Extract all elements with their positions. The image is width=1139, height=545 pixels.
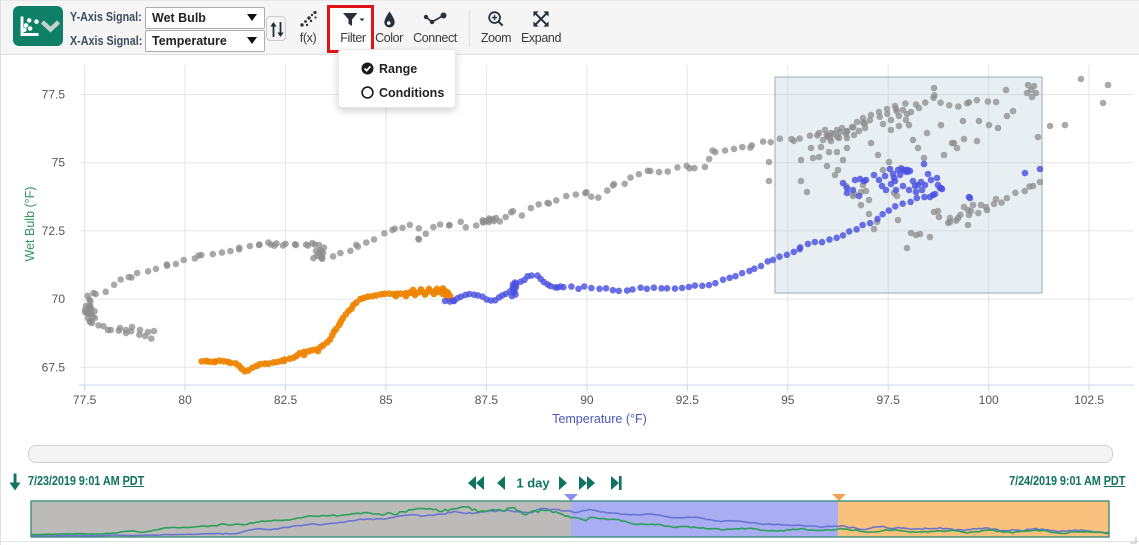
- svg-text:67.5: 67.5: [42, 360, 66, 374]
- svg-text:77.5: 77.5: [73, 393, 97, 407]
- svg-text:97.5: 97.5: [877, 393, 901, 407]
- svg-text:90: 90: [580, 393, 594, 407]
- svg-text:72.5: 72.5: [42, 224, 66, 238]
- svg-text:92.5: 92.5: [676, 393, 700, 407]
- svg-text:87.5: 87.5: [475, 393, 499, 407]
- svg-text:95: 95: [781, 393, 795, 407]
- svg-text:102.5: 102.5: [1074, 393, 1104, 407]
- svg-text:75: 75: [52, 156, 66, 170]
- svg-text:85: 85: [379, 393, 393, 407]
- svg-text:77.5: 77.5: [42, 88, 66, 102]
- svg-text:82.5: 82.5: [274, 393, 298, 407]
- svg-text:80: 80: [178, 393, 192, 407]
- svg-text:70: 70: [52, 292, 66, 306]
- svg-text:1 day: 1 day: [516, 476, 550, 491]
- svg-text:100: 100: [979, 393, 999, 407]
